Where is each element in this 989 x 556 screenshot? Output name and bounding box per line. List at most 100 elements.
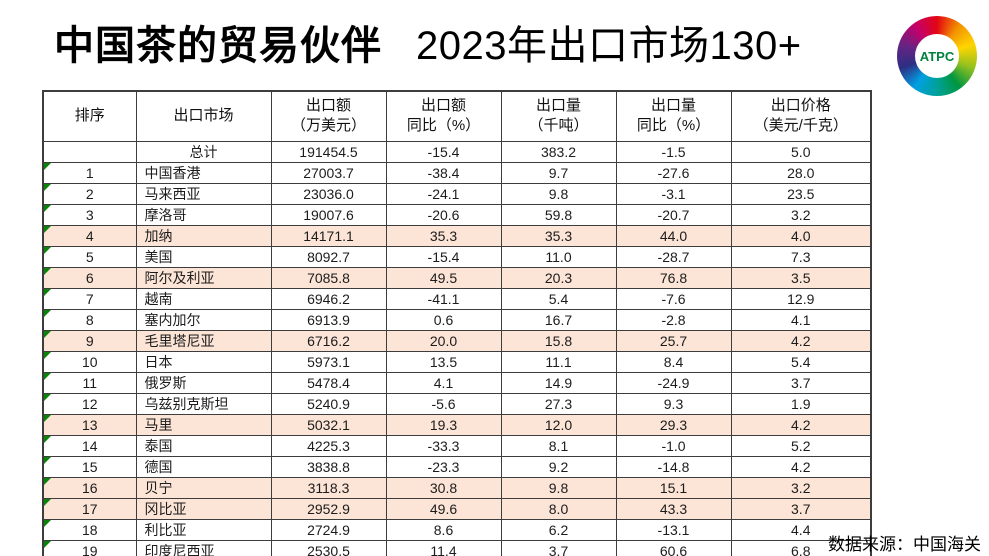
green-corner-marker-icon bbox=[44, 289, 51, 296]
rank-cell: 15 bbox=[42, 455, 137, 478]
logo-center: ATPC bbox=[915, 34, 959, 78]
volume_yoy-cell: -7.6 bbox=[615, 287, 732, 310]
volume_yoy-cell: -13.1 bbox=[615, 518, 732, 541]
table-row-19: 19 印度尼西亚 2530.5 11.4 3.7 60.6 6.8 bbox=[42, 539, 872, 556]
value_yoy-cell: 11.4 bbox=[385, 539, 502, 556]
table-row-2: 2 马来西亚 23036.0 -24.1 9.8 -3.1 23.5 bbox=[42, 182, 872, 205]
rank-cell: 7 bbox=[42, 287, 137, 310]
volume_yoy-cell: 25.7 bbox=[615, 329, 732, 352]
value_yoy-cell: -24.1 bbox=[385, 182, 502, 205]
trade-table: 排序 出口市场 出口额 （万美元） 出口额 同比（%） 出口量 （千吨） 出口量 同比（%） 出口价… bbox=[42, 90, 872, 556]
value_yoy-cell: 20.0 bbox=[385, 329, 502, 352]
market-cell: 利比亚 bbox=[135, 518, 272, 541]
table-row-6: 6 阿尔及利亚 7085.8 49.5 20.3 76.8 3.5 bbox=[42, 266, 872, 289]
rank-cell: 1 bbox=[42, 161, 137, 184]
value_yoy-cell: 0.6 bbox=[385, 308, 502, 331]
price-cell: 3.7 bbox=[730, 497, 872, 520]
export_value-cell: 5478.4 bbox=[270, 371, 387, 394]
price-cell: 4.0 bbox=[730, 224, 872, 247]
column-header-volume: 出口量 （千吨） bbox=[500, 90, 617, 142]
volume-cell: 5.4 bbox=[500, 287, 617, 310]
green-corner-marker-icon bbox=[44, 499, 51, 506]
volume_yoy-cell: 44.0 bbox=[615, 224, 732, 247]
price-cell: 1.9 bbox=[730, 392, 872, 415]
volume-cell: 11.0 bbox=[500, 245, 617, 268]
green-corner-marker-icon bbox=[44, 520, 51, 527]
volume_yoy-cell: -1.0 bbox=[615, 434, 732, 457]
value_yoy-cell: 19.3 bbox=[385, 413, 502, 436]
export_value-cell: 6716.2 bbox=[270, 329, 387, 352]
green-corner-marker-icon bbox=[44, 373, 51, 380]
export_value-cell: 19007.6 bbox=[270, 203, 387, 226]
price-cell: 5.0 bbox=[730, 140, 872, 163]
market-cell: 冈比亚 bbox=[135, 497, 272, 520]
price-cell: 3.2 bbox=[730, 203, 872, 226]
volume_yoy-cell: 15.1 bbox=[615, 476, 732, 499]
green-corner-marker-icon bbox=[44, 478, 51, 485]
rank-cell: 6 bbox=[42, 266, 137, 289]
export_value-cell: 3118.3 bbox=[270, 476, 387, 499]
volume_yoy-cell: 8.4 bbox=[615, 350, 732, 373]
market-cell: 乌兹别克斯坦 bbox=[135, 392, 272, 415]
atpc-logo: ATPC bbox=[897, 16, 977, 96]
volume-cell: 9.7 bbox=[500, 161, 617, 184]
export_value-cell: 2952.9 bbox=[270, 497, 387, 520]
price-cell: 5.2 bbox=[730, 434, 872, 457]
market-cell: 日本 bbox=[135, 350, 272, 373]
green-corner-marker-icon bbox=[44, 352, 51, 359]
volume_yoy-cell: 76.8 bbox=[615, 266, 732, 289]
volume-cell: 20.3 bbox=[500, 266, 617, 289]
volume-cell: 8.1 bbox=[500, 434, 617, 457]
table-row-4: 4 加纳 14171.1 35.3 35.3 44.0 4.0 bbox=[42, 224, 872, 247]
export_value-cell: 5973.1 bbox=[270, 350, 387, 373]
table-row-total: 总计 191454.5 -15.4 383.2 -1.5 5.0 bbox=[42, 140, 872, 163]
table-row-7: 7 越南 6946.2 -41.1 5.4 -7.6 12.9 bbox=[42, 287, 872, 310]
table-row-14: 14 泰国 4225.3 -33.3 8.1 -1.0 5.2 bbox=[42, 434, 872, 457]
table-row-9: 9 毛里塔尼亚 6716.2 20.0 15.8 25.7 4.2 bbox=[42, 329, 872, 352]
market-cell: 泰国 bbox=[135, 434, 272, 457]
price-cell: 7.3 bbox=[730, 245, 872, 268]
value_yoy-cell: 30.8 bbox=[385, 476, 502, 499]
export_value-cell: 6913.9 bbox=[270, 308, 387, 331]
volume_yoy-cell: -2.8 bbox=[615, 308, 732, 331]
market-cell: 摩洛哥 bbox=[135, 203, 272, 226]
rank-cell: 5 bbox=[42, 245, 137, 268]
title-sub: 2023年出口市场130+ bbox=[416, 24, 802, 68]
market-cell: 中国香港 bbox=[135, 161, 272, 184]
data-source-note: 数据来源：中国海关 bbox=[828, 535, 981, 554]
market-cell: 美国 bbox=[135, 245, 272, 268]
price-cell: 23.5 bbox=[730, 182, 872, 205]
export_value-cell: 5032.1 bbox=[270, 413, 387, 436]
rank-cell: 19 bbox=[42, 539, 137, 556]
value_yoy-cell: 8.6 bbox=[385, 518, 502, 541]
value_yoy-cell: -33.3 bbox=[385, 434, 502, 457]
rank-cell: 3 bbox=[42, 203, 137, 226]
table-row-5: 5 美国 8092.7 -15.4 11.0 -28.7 7.3 bbox=[42, 245, 872, 268]
volume-cell: 9.8 bbox=[500, 476, 617, 499]
volume_yoy-cell: -24.9 bbox=[615, 371, 732, 394]
value_yoy-cell: 35.3 bbox=[385, 224, 502, 247]
column-header-value_yoy: 出口额 同比（%） bbox=[385, 90, 502, 142]
value_yoy-cell: 13.5 bbox=[385, 350, 502, 373]
volume_yoy-cell: -27.6 bbox=[615, 161, 732, 184]
rank-cell: 2 bbox=[42, 182, 137, 205]
rank-cell: 14 bbox=[42, 434, 137, 457]
value_yoy-cell: 4.1 bbox=[385, 371, 502, 394]
volume_yoy-cell: 43.3 bbox=[615, 497, 732, 520]
volume-cell: 15.8 bbox=[500, 329, 617, 352]
value_yoy-cell: -5.6 bbox=[385, 392, 502, 415]
volume-cell: 12.0 bbox=[500, 413, 617, 436]
value_yoy-cell: -15.4 bbox=[385, 140, 502, 163]
market-cell: 贝宁 bbox=[135, 476, 272, 499]
price-cell: 3.5 bbox=[730, 266, 872, 289]
volume-cell: 16.7 bbox=[500, 308, 617, 331]
price-cell: 3.7 bbox=[730, 371, 872, 394]
table-row-11: 11 俄罗斯 5478.4 4.1 14.9 -24.9 3.7 bbox=[42, 371, 872, 394]
export_value-cell: 27003.7 bbox=[270, 161, 387, 184]
table-row-13: 13 马里 5032.1 19.3 12.0 29.3 4.2 bbox=[42, 413, 872, 436]
market-cell: 越南 bbox=[135, 287, 272, 310]
export_value-cell: 2724.9 bbox=[270, 518, 387, 541]
value_yoy-cell: 49.5 bbox=[385, 266, 502, 289]
price-cell: 4.2 bbox=[730, 455, 872, 478]
green-corner-marker-icon bbox=[44, 541, 51, 548]
